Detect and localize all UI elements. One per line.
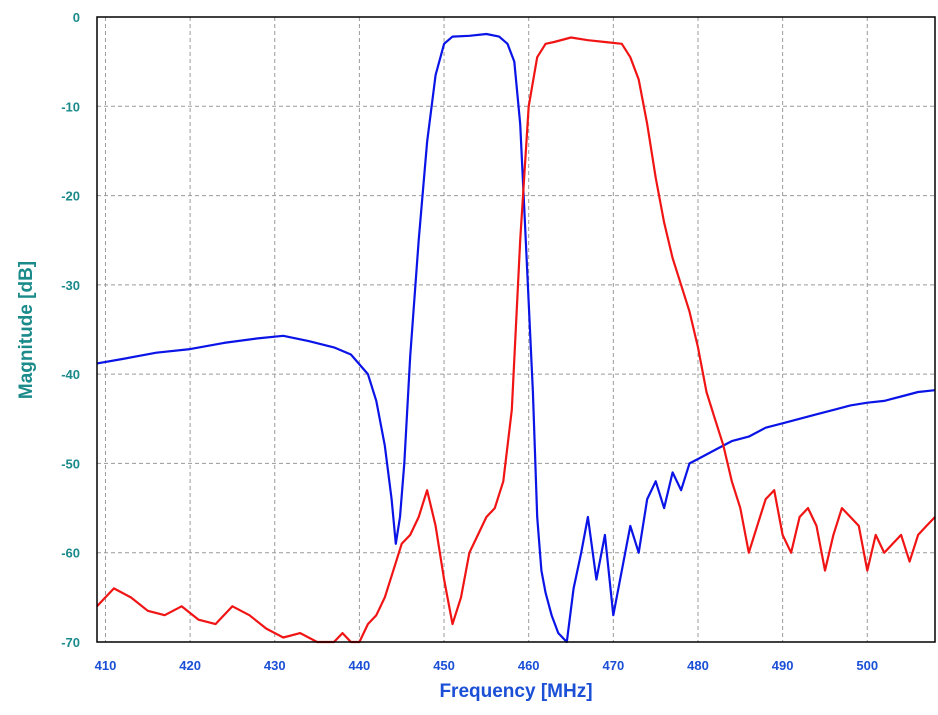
x-tick-label: 490 bbox=[772, 658, 794, 673]
y-tick-label: -20 bbox=[61, 189, 80, 204]
series-line-2 bbox=[96, 36, 936, 644]
y-tick-label: -50 bbox=[61, 456, 80, 471]
series-line-1 bbox=[96, 32, 936, 644]
x-tick-label: 500 bbox=[856, 658, 878, 673]
x-tick-label: 480 bbox=[687, 658, 709, 673]
y-tick-label: -60 bbox=[61, 546, 80, 561]
x-tick-label: 440 bbox=[349, 658, 371, 673]
x-tick-label: 470 bbox=[602, 658, 624, 673]
x-tick-label: 420 bbox=[179, 658, 201, 673]
plot-frame bbox=[96, 16, 936, 643]
y-tick-label: -40 bbox=[61, 367, 80, 382]
x-axis-label: Frequency [MHz] bbox=[439, 681, 592, 702]
y-axis-label: Magnitude [dB] bbox=[16, 261, 37, 399]
grid-lines bbox=[97, 17, 935, 642]
y-tick-label: -30 bbox=[61, 278, 80, 293]
x-tick-label: 450 bbox=[433, 658, 455, 673]
series-layer bbox=[96, 32, 936, 644]
y-tick-label: 0 bbox=[73, 10, 80, 25]
x-tick-label: 430 bbox=[264, 658, 286, 673]
x-tick-label: 410 bbox=[95, 658, 117, 673]
x-axis-ticks: 410 420 430 440 450 460 470 480 490 500 bbox=[95, 658, 879, 673]
y-tick-label: -10 bbox=[61, 99, 80, 114]
y-tick-label: -70 bbox=[61, 635, 80, 650]
x-tick-label: 460 bbox=[518, 658, 540, 673]
y-axis-ticks: 0 -10 -20 -30 -40 -50 -60 -70 bbox=[61, 10, 80, 650]
